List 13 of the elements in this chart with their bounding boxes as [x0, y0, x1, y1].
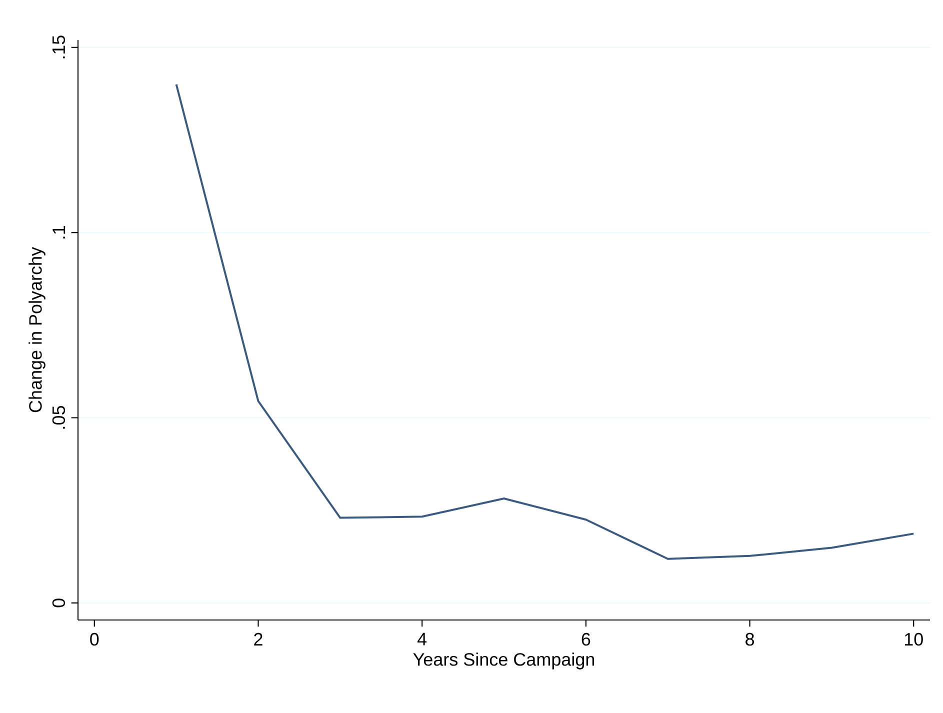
x-axis-title: Years Since Campaign — [413, 652, 594, 670]
x-tick-label: 10 — [904, 632, 923, 646]
x-tick-label: 6 — [582, 632, 590, 646]
y-tick-label: .15 — [52, 36, 66, 58]
x-tick-label: 2 — [254, 632, 262, 646]
y-tick-label: .05 — [52, 406, 66, 429]
y-tick-label: .1 — [52, 226, 66, 238]
y-tick-label: 0 — [52, 598, 66, 608]
x-tick-label: 0 — [90, 632, 99, 646]
x-tick-label: 4 — [417, 632, 427, 646]
line-series — [175, 83, 915, 560]
y-axis-title: Change in Polyarchy — [28, 247, 46, 412]
x-tick-label: 8 — [746, 632, 754, 646]
